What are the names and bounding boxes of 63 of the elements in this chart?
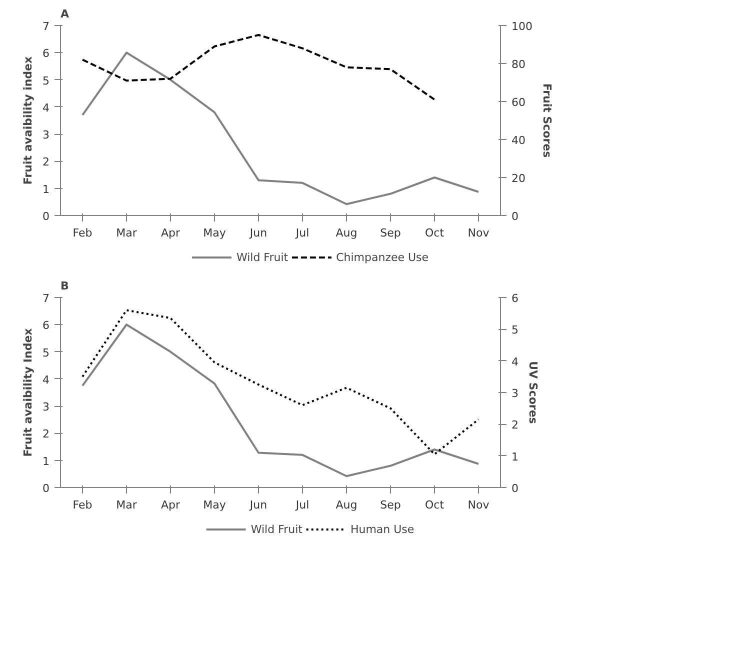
y-tick-label: 5 bbox=[42, 74, 50, 88]
legend-label: Wild Fruit bbox=[236, 250, 288, 264]
y2-tick-label: 100 bbox=[512, 20, 532, 33]
x-tick-label: Feb bbox=[72, 226, 92, 240]
line-series bbox=[82, 309, 480, 456]
y2-tick-label: 0 bbox=[512, 482, 518, 495]
x-tick-label: Sep bbox=[380, 226, 401, 240]
line-series bbox=[82, 52, 480, 206]
chart-title: B bbox=[60, 280, 69, 292]
x-tick-label: Sep bbox=[380, 498, 401, 512]
y-tick-label: 0 bbox=[42, 210, 50, 223]
y-tick-label: 6 bbox=[42, 47, 50, 60]
x-tick-label: Jul bbox=[294, 498, 310, 512]
x-tick-label: May bbox=[203, 498, 226, 512]
y2-tick-label: 40 bbox=[512, 134, 526, 147]
y-axis-title: Fruit avaibility index bbox=[22, 56, 34, 185]
x-tick-label: Aug bbox=[336, 498, 358, 512]
x-tick-label: Jun bbox=[248, 226, 268, 240]
y2-tick-label: 2 bbox=[512, 418, 518, 432]
legend-label: Chimpanzee Use bbox=[336, 250, 429, 264]
y-tick-label: 1 bbox=[42, 182, 50, 196]
y2-axis-title: Fruit Scores bbox=[540, 83, 554, 158]
chart-title: A bbox=[60, 8, 70, 20]
y-axis-title: Fruit avaibility Index bbox=[22, 328, 34, 457]
x-tick-label: Mar bbox=[116, 226, 138, 240]
y-tick-label: 1 bbox=[42, 454, 50, 468]
y2-tick-label: 60 bbox=[512, 96, 526, 109]
y2-tick-label: 1 bbox=[512, 450, 518, 464]
line-series bbox=[82, 324, 480, 478]
y-tick-label: 5 bbox=[42, 346, 50, 360]
x-tick-label: Oct bbox=[424, 226, 445, 240]
y2-axis-title: UV Scores bbox=[526, 361, 540, 424]
legend-label: Human Use bbox=[350, 522, 414, 536]
y2-tick-label: 80 bbox=[512, 58, 526, 71]
x-tick-label: May bbox=[203, 226, 226, 240]
y-tick-label: 4 bbox=[42, 373, 50, 386]
y-tick-label: 2 bbox=[42, 156, 50, 169]
y-tick-label: 0 bbox=[42, 482, 50, 495]
x-tick-label: Jul bbox=[294, 226, 310, 240]
legend-label: Wild Fruit bbox=[250, 522, 302, 536]
y-tick-label: 3 bbox=[42, 400, 50, 414]
x-tick-label: Jun bbox=[248, 498, 268, 512]
x-tick-label: Apr bbox=[160, 498, 180, 512]
line-series bbox=[82, 34, 436, 101]
y-tick-label: 7 bbox=[42, 292, 50, 305]
y2-tick-label: 6 bbox=[512, 292, 518, 305]
y2-tick-label: 0 bbox=[512, 210, 518, 223]
y-tick-label: 3 bbox=[42, 128, 50, 142]
x-tick-label: Nov bbox=[468, 498, 490, 512]
x-tick-label: Aug bbox=[336, 226, 358, 240]
y2-tick-label: 4 bbox=[512, 355, 518, 368]
x-tick-label: Mar bbox=[116, 498, 138, 512]
y2-tick-label: 20 bbox=[512, 172, 526, 185]
x-tick-label: Apr bbox=[160, 226, 180, 240]
x-tick-label: Feb bbox=[72, 498, 92, 512]
x-tick-label: Oct bbox=[424, 498, 445, 512]
y-tick-label: 2 bbox=[42, 428, 50, 441]
x-tick-label: Nov bbox=[468, 226, 490, 240]
y2-tick-label: 3 bbox=[512, 387, 518, 400]
y2-tick-label: 5 bbox=[512, 324, 518, 337]
y-tick-label: 7 bbox=[42, 20, 50, 33]
y-tick-label: 4 bbox=[42, 101, 50, 114]
y-tick-label: 6 bbox=[42, 319, 50, 332]
